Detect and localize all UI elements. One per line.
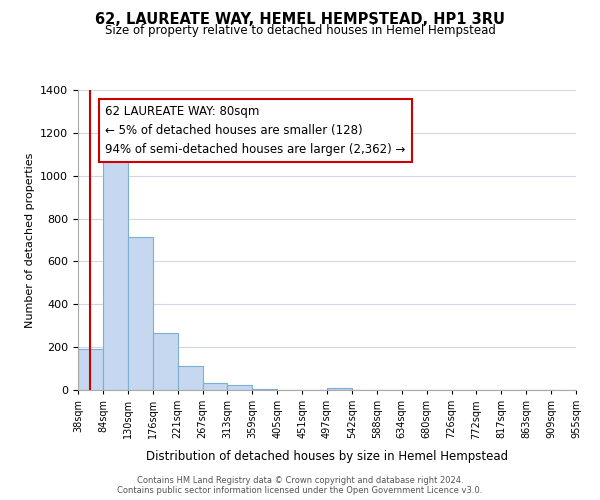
Bar xyxy=(203,383,227,390)
Bar xyxy=(152,332,178,390)
Bar xyxy=(103,144,128,390)
Y-axis label: Number of detached properties: Number of detached properties xyxy=(25,152,35,328)
Text: 62 LAUREATE WAY: 80sqm
← 5% of detached houses are smaller (128)
94% of semi-det: 62 LAUREATE WAY: 80sqm ← 5% of detached … xyxy=(106,105,406,156)
Bar xyxy=(227,386,253,390)
Text: 62, LAUREATE WAY, HEMEL HEMPSTEAD, HP1 3RU: 62, LAUREATE WAY, HEMEL HEMPSTEAD, HP1 3… xyxy=(95,12,505,28)
Bar xyxy=(253,389,277,390)
Bar xyxy=(128,237,153,390)
X-axis label: Distribution of detached houses by size in Hemel Hempstead: Distribution of detached houses by size … xyxy=(146,450,508,462)
Text: Size of property relative to detached houses in Hemel Hempstead: Size of property relative to detached ho… xyxy=(104,24,496,37)
Bar xyxy=(78,349,103,390)
Text: Contains HM Land Registry data © Crown copyright and database right 2024.
Contai: Contains HM Land Registry data © Crown c… xyxy=(118,476,482,495)
Bar xyxy=(327,388,352,390)
Bar xyxy=(178,366,203,390)
